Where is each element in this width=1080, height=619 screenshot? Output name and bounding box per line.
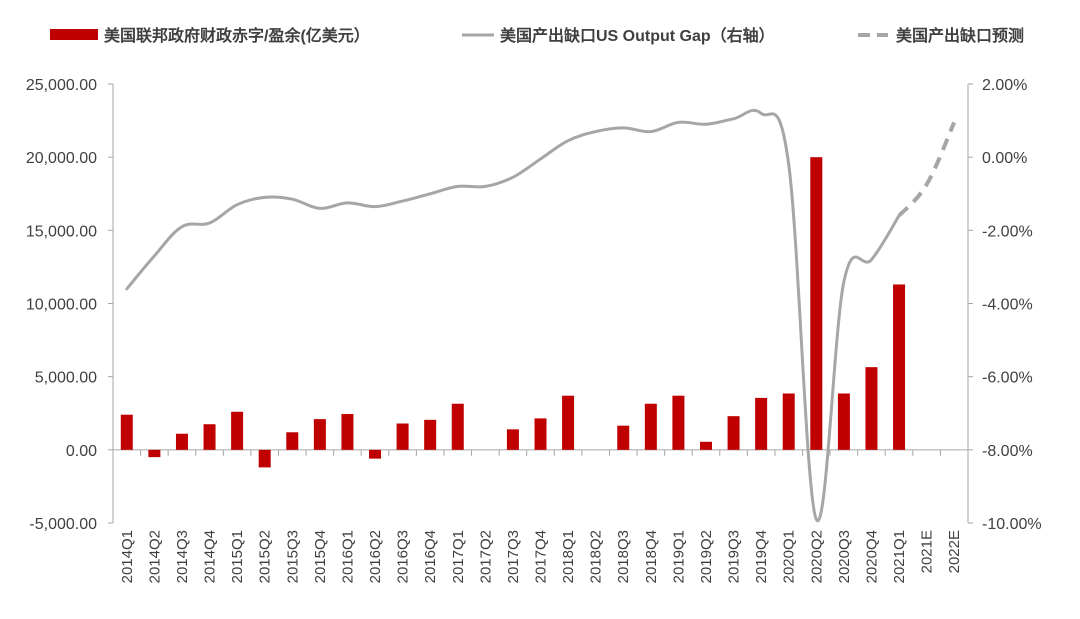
x-axis-tick-label: 2017Q3 [505, 530, 522, 583]
right-axis-tick-label: -2.00% [982, 223, 1033, 240]
x-axis-tick-label: 2021E [919, 530, 936, 573]
deficit-bar [893, 284, 906, 450]
left-axis-tick-label: 0.00 [66, 443, 97, 460]
right-axis-tick-label: -8.00% [982, 443, 1033, 460]
x-axis-tick-label: 2019Q4 [753, 530, 770, 583]
x-axis-tick-label: 2015Q4 [312, 530, 329, 583]
right-axis-tick-label: -10.00% [982, 516, 1042, 533]
deficit-bar [313, 419, 326, 450]
deficit-bar [148, 449, 161, 458]
output-gap-line-series [125, 108, 957, 523]
deficit-bar [506, 429, 519, 450]
left-axis-tick-label: 10,000.00 [26, 297, 97, 314]
deficit-bar [617, 425, 630, 450]
deficit-bar [231, 411, 244, 450]
deficit-bar [424, 419, 437, 450]
x-axis-tick-label: 2015Q2 [257, 530, 274, 583]
deficit-bar [286, 432, 299, 450]
legend-label: 美国产出缺口US Output Gap（右轴） [500, 26, 775, 45]
deficit-bar [644, 403, 657, 450]
deficit-bar [258, 449, 271, 468]
deficit-bar [534, 418, 547, 450]
deficit-bar [672, 395, 685, 450]
x-axis-tick-label: 2014Q3 [174, 530, 191, 583]
deficit-bar-series [120, 157, 906, 468]
x-axis-tick-label: 2020Q3 [836, 530, 853, 583]
legend: 美国联邦政府财政赤字/盈余(亿美元） 美国产出缺口US Output Gap（右轴… [50, 26, 1024, 45]
deficit-bar [699, 441, 712, 450]
x-axis-tick-label: 2017Q1 [450, 530, 467, 583]
x-axis-tick-label: 2018Q4 [643, 530, 660, 583]
right-axis-tick-label: -6.00% [982, 370, 1033, 387]
deficit-bar [451, 403, 464, 450]
deficit-bar [175, 433, 188, 450]
x-axis-tick-label: 2018Q2 [588, 530, 605, 583]
deficit-bar [865, 367, 878, 450]
deficit-bar [396, 423, 409, 450]
left-y-axis: -5,000.00 0.00 5,000.00 10,000.00 15,000.00 2… [26, 77, 114, 533]
left-axis-tick-label: 5,000.00 [35, 370, 97, 387]
left-axis-tick-label: 20,000.00 [26, 150, 97, 167]
x-axis-tick-label: 2020Q2 [808, 530, 825, 583]
x-axis-tick-label: 2015Q1 [229, 530, 246, 583]
legend-label: 美国产出缺口预测 [896, 26, 1024, 45]
x-axis-tick-label: 2021Q1 [891, 530, 908, 583]
x-axis-tick-label: 2017Q4 [533, 530, 550, 583]
deficit-bar [120, 414, 133, 450]
x-axis-tick-label: 2020Q4 [863, 530, 880, 583]
right-axis-tick-label: -4.00% [982, 297, 1033, 314]
x-axis-tick-label: 2016Q2 [367, 530, 384, 583]
x-axis-tick-label: 2014Q1 [119, 530, 136, 583]
deficit-bar [203, 424, 216, 450]
right-axis-tick-label: 0.00% [982, 150, 1027, 167]
x-axis-tick-label: 2016Q3 [395, 530, 412, 583]
deficit-bar [341, 413, 354, 450]
left-axis-tick-label: -5,000.00 [29, 516, 97, 533]
x-axis-tick-label: 2016Q1 [339, 530, 356, 583]
x-axis: 2014Q1 2014Q2 2014Q3 2014Q4 2015Q1 2015Q2 2015… [112, 449, 969, 583]
deficit-bar [562, 395, 575, 450]
x-axis-tick-label: 2017Q2 [477, 530, 494, 583]
x-axis-tick-label: 2016Q4 [422, 530, 439, 583]
deficit-bar [782, 393, 795, 450]
x-axis-tick-label: 2015Q3 [284, 530, 301, 583]
output-gap-forecast-line [897, 121, 957, 218]
deficit-bar [837, 393, 850, 450]
x-axis-tick-label: 2018Q3 [615, 530, 632, 583]
left-axis-tick-label: 25,000.00 [26, 77, 97, 94]
x-axis-tick-label: 2014Q4 [202, 530, 219, 583]
legend-label: 美国联邦政府财政赤字/盈余(亿美元） [104, 26, 370, 45]
x-axis-tick-label: 2020Q1 [781, 530, 798, 583]
right-y-axis: -10.00% -8.00% -6.00% -4.00% -2.00% 0.00% 2.00… [967, 77, 1042, 533]
legend-bar-swatch [50, 29, 98, 40]
deficit-bar [755, 397, 768, 450]
x-axis-tick-label: 2019Q3 [726, 530, 743, 583]
deficit-bar [727, 416, 740, 450]
x-axis-tick-label: 2014Q2 [146, 530, 163, 583]
x-axis-tick-label: 2022E [946, 530, 963, 573]
deficit-bar [369, 449, 382, 459]
output-gap-line [125, 108, 901, 523]
right-axis-tick-label: 2.00% [982, 77, 1027, 94]
x-axis-tick-label: 2018Q1 [560, 530, 577, 583]
x-axis-tick-label: 2019Q2 [698, 530, 715, 583]
x-axis-tick-label: 2019Q1 [670, 530, 687, 583]
deficit-bar [810, 157, 823, 450]
left-axis-tick-label: 15,000.00 [26, 223, 97, 240]
